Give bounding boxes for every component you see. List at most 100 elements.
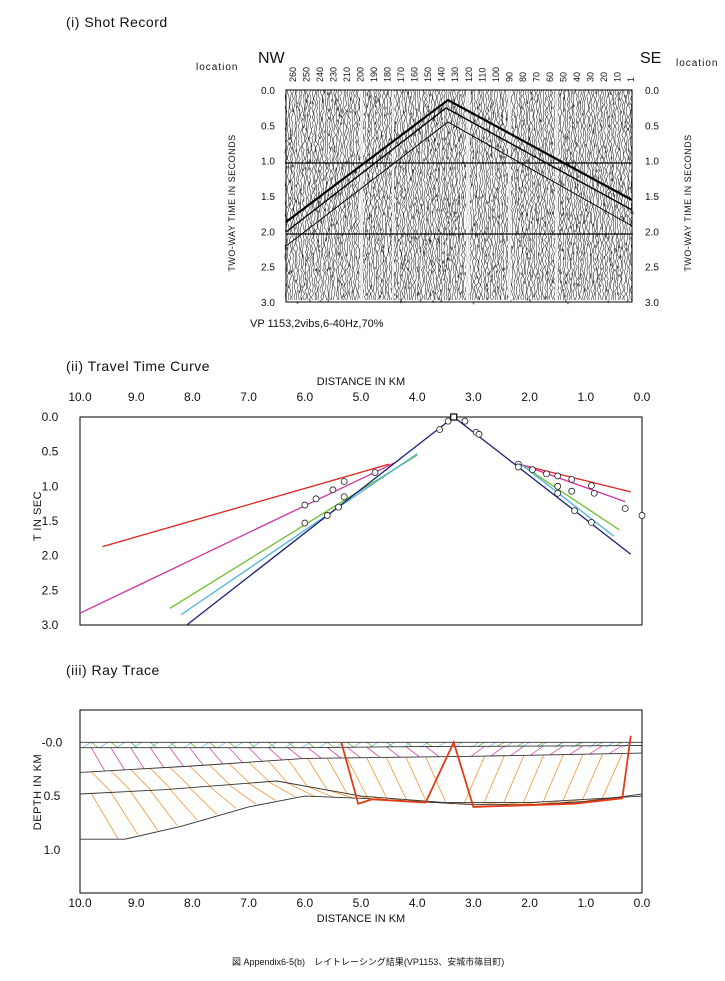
trace-sample [579, 214, 582, 217]
trace-sample [477, 245, 480, 248]
trace-sample [430, 293, 432, 297]
ray-segment [346, 746, 361, 758]
trace-sample [520, 190, 522, 194]
ray-segment [150, 742, 158, 748]
trace-sample [367, 174, 370, 177]
trace-sample [577, 183, 579, 187]
seismic-trace [304, 89, 308, 301]
trace-sample [487, 109, 490, 112]
trace-sample [445, 237, 448, 241]
time-tick-label-right: 1.5 [645, 192, 659, 203]
trace-sample [472, 135, 474, 139]
seismic-trace [471, 89, 475, 301]
trace-sample [317, 239, 320, 243]
ray-segment [166, 742, 176, 748]
ray-segment [510, 745, 525, 756]
trace-sample [406, 150, 408, 153]
layer-boundary [79, 752, 643, 773]
trace-sample [398, 201, 400, 205]
trace-sample [341, 111, 343, 114]
trace-sample [437, 143, 440, 146]
trace-sample [396, 133, 399, 136]
trace-sample [625, 242, 627, 246]
trace-sample [567, 301, 569, 305]
seismic-trace [313, 89, 317, 301]
trace-sample [315, 268, 318, 272]
trace-sample [420, 171, 422, 175]
trace-sample [629, 186, 631, 190]
trace-sample [375, 111, 378, 115]
trace-sample [527, 159, 529, 162]
ray-segment [521, 742, 530, 748]
trace-sample [325, 162, 328, 166]
ray-segment [209, 764, 230, 785]
trace-sample [606, 204, 609, 208]
seismic-trace [517, 89, 521, 301]
trace-sample [460, 291, 463, 294]
trace-sample [574, 141, 577, 145]
ray-segment [307, 786, 335, 798]
time-tick-label-left: 2.5 [261, 263, 275, 274]
ray-segment [189, 787, 217, 815]
trace-sample [295, 184, 297, 187]
seismic-trace [546, 89, 550, 301]
trace-sample [318, 169, 321, 173]
seismic-trace [588, 89, 592, 301]
trace-sample [325, 237, 327, 240]
trace-sample [580, 273, 582, 276]
ray-segment [536, 741, 544, 747]
ray-segment [200, 742, 210, 748]
trace-sample [520, 272, 523, 275]
seismic-trace [372, 89, 376, 301]
ray-xtick-label: 3.0 [465, 896, 482, 910]
trace-sample [569, 241, 572, 245]
ray-xtick-label: 4.0 [409, 896, 426, 910]
trace-sample [302, 254, 304, 258]
travel-pick [436, 426, 444, 433]
seismic-trace [513, 89, 517, 301]
trace-sample [420, 249, 422, 253]
ray-segment [208, 747, 224, 764]
trace-sample [349, 97, 352, 101]
seismic-trace [594, 89, 598, 301]
trace-sample [519, 240, 521, 243]
trace-sample [523, 122, 525, 126]
trace-sample [417, 291, 419, 295]
trace-sample [324, 130, 326, 133]
travel-xtick-label: 3.0 [465, 390, 482, 404]
trace-sample [545, 296, 548, 299]
trace-sample [552, 211, 554, 215]
trace-sample [617, 292, 619, 295]
trace-sample [561, 248, 563, 252]
trace-sample [396, 217, 398, 220]
trace-sample [438, 241, 440, 244]
trace-sample [338, 251, 341, 255]
trace-gap [555, 90, 558, 302]
trace-sample [522, 235, 525, 238]
ray-segment [601, 753, 623, 799]
trace-sample [544, 296, 546, 300]
trace-sample [389, 234, 391, 237]
seismic-trace [442, 89, 446, 301]
trace-sample [454, 219, 457, 222]
trace-sample [475, 195, 477, 198]
trace-sample [436, 198, 439, 202]
trace-sample [291, 109, 294, 113]
trace-sample [581, 113, 584, 116]
trace-sample [431, 211, 434, 214]
trace-sample [469, 141, 472, 145]
trace-sample [629, 151, 632, 154]
trace-sample [419, 246, 421, 250]
trace-sample [464, 272, 466, 275]
ray-segment [588, 745, 603, 755]
ray-paths [82, 741, 631, 840]
ray-xtick-label: 10.0 [68, 896, 92, 910]
trace-sample [442, 147, 445, 151]
trace-sample [437, 194, 439, 197]
ray-segment [582, 753, 603, 800]
trace-sample [552, 188, 554, 192]
ray-segment [287, 742, 295, 748]
trace-sample [607, 192, 610, 195]
trace-sample [415, 196, 418, 200]
trace-sample [358, 157, 360, 161]
